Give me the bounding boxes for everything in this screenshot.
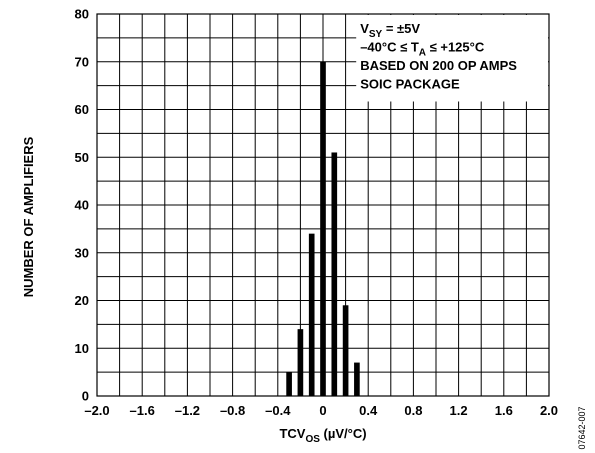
- x-tick-label: 1.2: [450, 403, 468, 418]
- y-tick-label: 20: [75, 293, 89, 308]
- histogram-bar: [354, 362, 360, 396]
- histogram-bar: [297, 329, 304, 396]
- legend-line-rest: ≤ +125°C: [426, 40, 485, 55]
- y-tick-label: 70: [75, 54, 89, 69]
- x-tick-label: –0.4: [265, 403, 291, 418]
- y-axis-label: NUMBER OF AMPLIFIERS: [21, 136, 36, 297]
- legend-line-main: SOIC PACKAGE: [360, 77, 460, 92]
- x-tick-label: 0: [319, 403, 326, 418]
- y-tick-label: 10: [75, 341, 89, 356]
- y-tick-label: 50: [75, 150, 89, 165]
- x-tick-label: –2.0: [84, 403, 109, 418]
- x-tick-label: 1.6: [495, 403, 513, 418]
- x-tick-label: –1.6: [130, 403, 155, 418]
- y-tick-label: 60: [75, 102, 89, 117]
- x-tick-label: 2.0: [540, 403, 558, 418]
- x-tick-label: 0.4: [359, 403, 378, 418]
- histogram-bar: [308, 233, 315, 396]
- legend-line-sub: A: [419, 48, 426, 59]
- x-tick-label: 0.8: [404, 403, 422, 418]
- legend-line: BASED ON 200 OP AMPS: [360, 58, 517, 73]
- x-axis-label: TCVOS (µV/°C): [279, 426, 366, 445]
- legend-line-sub: SY: [369, 29, 383, 40]
- legend-box: [356, 15, 548, 102]
- legend-line: –40°C ≤ TA ≤ +125°C: [360, 40, 485, 59]
- x-tick-label: –0.8: [220, 403, 245, 418]
- x-axis-label-main: TCV: [279, 426, 305, 441]
- plot-frame: [96, 13, 550, 397]
- legend-line-main: –40°C ≤ T: [360, 40, 419, 55]
- x-axis-label-unit: (µV/°C): [320, 426, 367, 441]
- histogram-bar: [342, 305, 349, 396]
- x-axis-label-sub: OS: [305, 434, 320, 445]
- histogram-bar: [286, 372, 292, 396]
- legend-line: SOIC PACKAGE: [360, 77, 460, 92]
- legend-line-rest: = ±5V: [382, 21, 420, 36]
- histogram-bar: [320, 61, 326, 396]
- legend-line-main: BASED ON 200 OP AMPS: [360, 58, 517, 73]
- legend-line: VSY = ±5V: [360, 21, 420, 40]
- y-tick-label: 30: [75, 245, 89, 260]
- figure-id: 07642-007: [577, 406, 587, 449]
- y-tick-label: 0: [82, 389, 89, 404]
- y-tick-label: 40: [75, 198, 89, 213]
- y-axis-ticks: 0 10 20 30 40 50 60 70 80: [75, 7, 89, 404]
- y-tick-label: 80: [75, 7, 89, 22]
- histogram-bars: [286, 61, 360, 396]
- legend-line-main: V: [360, 21, 369, 36]
- histogram-bar: [331, 152, 338, 396]
- x-tick-label: –1.2: [175, 403, 200, 418]
- x-axis-ticks: –2.0 –1.6 –1.2 –0.8 –0.4 0 0.4 0.8 1.2 1.6 2.0: [84, 403, 558, 418]
